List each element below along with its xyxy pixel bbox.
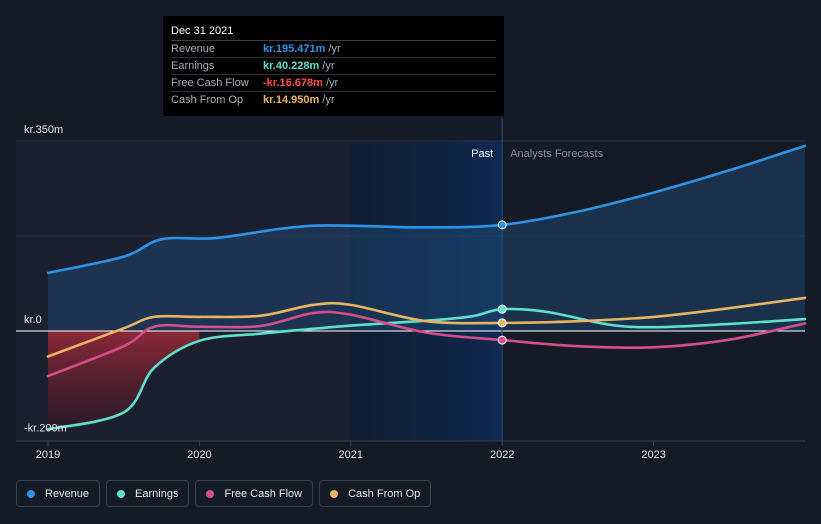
legend-item-earnings[interactable]: Earnings: [106, 480, 190, 507]
tooltip-label: Earnings: [171, 60, 215, 72]
tooltip-value-cfo: kr.14.950m: [263, 94, 320, 106]
marker-revenue: [497, 220, 507, 230]
tooltip-unit: /yr: [322, 60, 335, 72]
past-label: Past: [471, 148, 493, 160]
legend-item-cfo[interactable]: Cash From Op: [319, 480, 432, 507]
y-tick-label: -kr.200m: [24, 423, 67, 435]
legend-label: Revenue: [45, 487, 90, 500]
tooltip-value-earnings: kr.40.228m: [263, 60, 320, 72]
tooltip-label: Revenue: [171, 43, 216, 55]
y-tick-label: kr.0: [24, 314, 42, 326]
tooltip-row-earnings: Earnings kr.40.228m /yr: [171, 58, 496, 75]
legend-label: Cash From Op: [348, 487, 421, 500]
legend: Revenue Earnings Free Cash Flow Cash Fro…: [16, 480, 432, 507]
x-tick-label: 2020: [187, 449, 211, 461]
tooltip-value-fcf: -kr.16.678m: [263, 77, 323, 89]
marker-earnings: [497, 304, 507, 314]
revenue-area: [48, 145, 805, 331]
series-line-revenue: [46, 144, 807, 275]
negative-earnings-area: [48, 331, 200, 430]
forecast-label: Analysts Forecasts: [510, 148, 603, 160]
tooltip-unit: /yr: [328, 43, 341, 55]
tooltip: Dec 31 2021 Revenue kr.195.471m /yr Earn…: [163, 16, 504, 116]
tooltip-row-cfo: Cash From Op kr.14.950m /yr: [171, 92, 496, 108]
tooltip-row-fcf: Free Cash Flow -kr.16.678m /yr: [171, 75, 496, 92]
x-tick-label: 2023: [641, 449, 665, 461]
tooltip-unit: /yr: [325, 77, 339, 89]
series-line-free-cash-flow: [46, 310, 807, 378]
tooltip-row-revenue: Revenue kr.195.471m /yr: [171, 41, 496, 58]
series-line-cash-from-op: [46, 296, 807, 358]
marker-cash-from-op: [497, 318, 507, 328]
tooltip-value-revenue: kr.195.471m: [263, 43, 326, 55]
tooltip-date: Dec 31 2021: [171, 25, 496, 41]
past-year-band: [350, 141, 503, 441]
tooltip-label: Free Cash Flow: [171, 77, 249, 89]
legend-dot-revenue: [27, 489, 35, 498]
tooltip-unit: /yr: [322, 94, 335, 106]
legend-item-revenue[interactable]: Revenue: [16, 480, 101, 507]
x-tick-label: 2021: [339, 449, 363, 461]
legend-dot-earnings: [117, 489, 126, 498]
legend-label: Earnings: [135, 487, 179, 500]
legend-dot-cfo: [330, 489, 339, 498]
x-tick-label: 2019: [36, 449, 60, 461]
y-tick-label: kr.350m: [24, 124, 63, 136]
x-tick-label: 2022: [490, 449, 514, 461]
legend-item-fcf[interactable]: Free Cash Flow: [195, 480, 314, 507]
tooltip-label: Cash From Op: [171, 94, 244, 106]
legend-label: Free Cash Flow: [224, 487, 303, 500]
legend-dot-fcf: [206, 489, 215, 498]
marker-free-cash-flow: [497, 335, 507, 345]
